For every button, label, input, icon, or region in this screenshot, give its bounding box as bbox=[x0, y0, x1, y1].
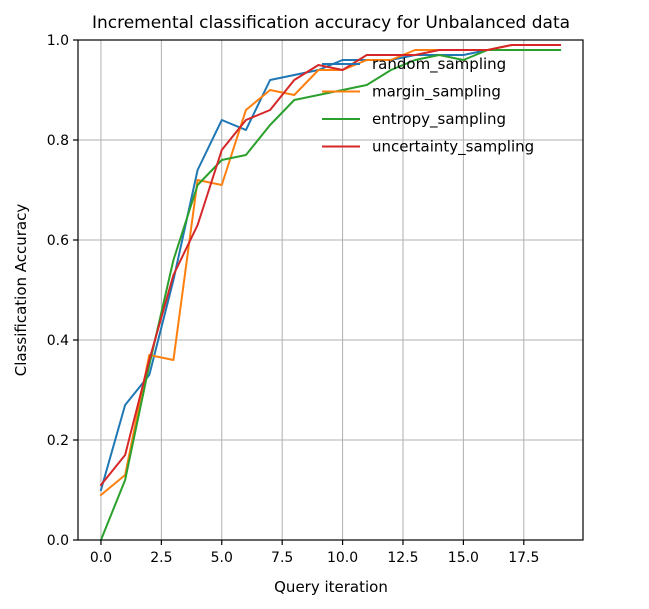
legend: random_sampling margin_sampling entropy_sa… bbox=[322, 55, 534, 157]
x-tick-label: 12.5 bbox=[387, 550, 418, 566]
x-tick-label: 7.5 bbox=[271, 550, 293, 566]
y-tick-label: 0.6 bbox=[47, 233, 69, 249]
y-tick-label: 0.0 bbox=[47, 533, 69, 549]
y-tick-label: 1.0 bbox=[47, 33, 69, 49]
y-tick-label: 0.8 bbox=[47, 133, 69, 149]
x-tick-label: 17.5 bbox=[508, 550, 539, 566]
series-line-uncertainty-sampling bbox=[99, 44, 562, 487]
legend-label: margin_sampling bbox=[372, 83, 501, 102]
y-tick-label: 0.4 bbox=[47, 333, 69, 349]
x-axis-label: Query iteration bbox=[274, 578, 388, 596]
x-tick-label: 15.0 bbox=[448, 550, 479, 566]
legend-label: random_sampling bbox=[372, 55, 506, 74]
x-tick-label: 10.0 bbox=[327, 550, 358, 566]
y-tick-label: 0.2 bbox=[47, 433, 69, 449]
x-tick-label: 5.0 bbox=[211, 550, 233, 566]
x-tick-label: 0.0 bbox=[90, 550, 112, 566]
grid bbox=[78, 39, 583, 541]
x-tick-label: 2.5 bbox=[150, 550, 172, 566]
legend-label: entropy_sampling bbox=[372, 110, 506, 129]
plot-frame bbox=[77, 39, 584, 541]
y-axis-label: Classification Accuracy bbox=[12, 204, 30, 377]
axis-ticks: 0.0 2.5 5.0 7.5 10.0 12.5 15.0 17.5 0.0 0.2 0.4 0.6… bbox=[47, 33, 540, 566]
chart-title: Incremental classification accuracy for … bbox=[92, 13, 570, 33]
legend-label: uncertainty_sampling bbox=[372, 138, 534, 157]
